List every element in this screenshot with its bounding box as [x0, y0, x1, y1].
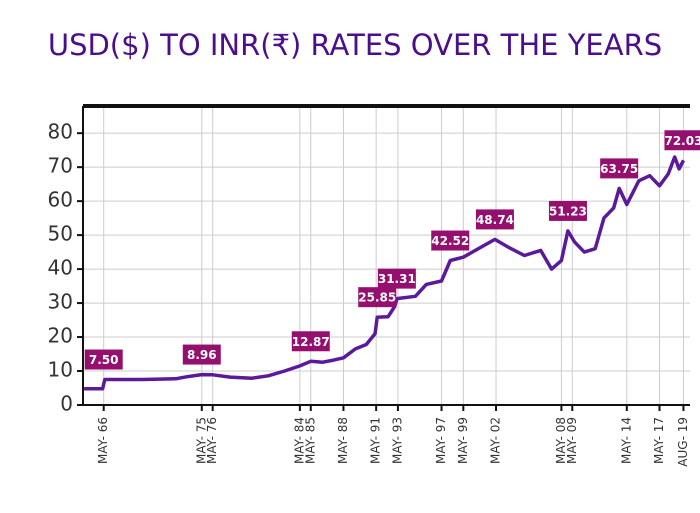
annotation-box [431, 230, 470, 251]
chart-title: USD($) TO INR(₹) RATES OVER THE YEARS [48, 28, 662, 62]
annotation-box [291, 331, 330, 352]
annotation-label: 8.96 [187, 348, 217, 362]
x-tick-label: MAY- 97 [434, 417, 448, 464]
annotation-box [377, 268, 416, 289]
y-tick-label: 60 [48, 188, 73, 212]
x-tick-label: MAY- 84 [292, 417, 306, 464]
annotation-label: 51.23 [549, 204, 587, 218]
x-tick-label: MAY- 14 [619, 417, 633, 464]
annotation-box [182, 344, 221, 365]
x-tick-label: MAY- 99 [456, 417, 470, 464]
x-tick-label: MAY- 66 [96, 417, 110, 464]
x-tick-label: MAY- 76 [205, 417, 219, 464]
annotation-label: 42.52 [431, 234, 469, 248]
y-tick-label: 20 [48, 324, 73, 348]
y-tick-label: 30 [48, 290, 73, 314]
y-tick-label: 80 [48, 120, 73, 144]
x-tick-label: MAY- 75 [194, 417, 208, 464]
x-tick-label: MAY- 02 [489, 417, 503, 464]
x-tick-label: MAY- 85 [303, 417, 317, 464]
x-tick-label: MAY- 09 [565, 417, 579, 464]
annotation-box [664, 130, 700, 151]
annotation-box [600, 158, 639, 179]
annotation-label: 48.74 [476, 213, 514, 227]
annotation-label: 72.03 [664, 134, 700, 148]
annotation-box [548, 200, 587, 221]
annotation-label: 63.75 [600, 162, 638, 176]
x-tick-label: MAY- 17 [652, 417, 666, 464]
annotation-box [475, 209, 514, 230]
annotation-label: 7.50 [89, 353, 119, 367]
y-tick-label: 10 [48, 358, 73, 382]
annotation-box [358, 287, 397, 308]
x-tick-label: MAY- 93 [390, 417, 404, 464]
y-tick-label: 40 [48, 256, 73, 280]
annotation-label: 25.85 [358, 291, 396, 305]
x-tick-label: MAY- 08 [554, 417, 568, 464]
annotation-label: 12.87 [292, 335, 330, 349]
x-tick-label: MAY- 88 [336, 417, 350, 464]
x-tick-label: AUG- 19 [676, 417, 690, 467]
y-tick-label: 50 [48, 222, 73, 246]
x-tick-label: MAY- 91 [369, 417, 383, 464]
y-tick-label: 0 [60, 392, 73, 416]
annotation-box [84, 349, 123, 370]
line [84, 155, 686, 391]
y-tick-label: 70 [48, 154, 73, 178]
annotation-label: 31.31 [378, 272, 416, 286]
